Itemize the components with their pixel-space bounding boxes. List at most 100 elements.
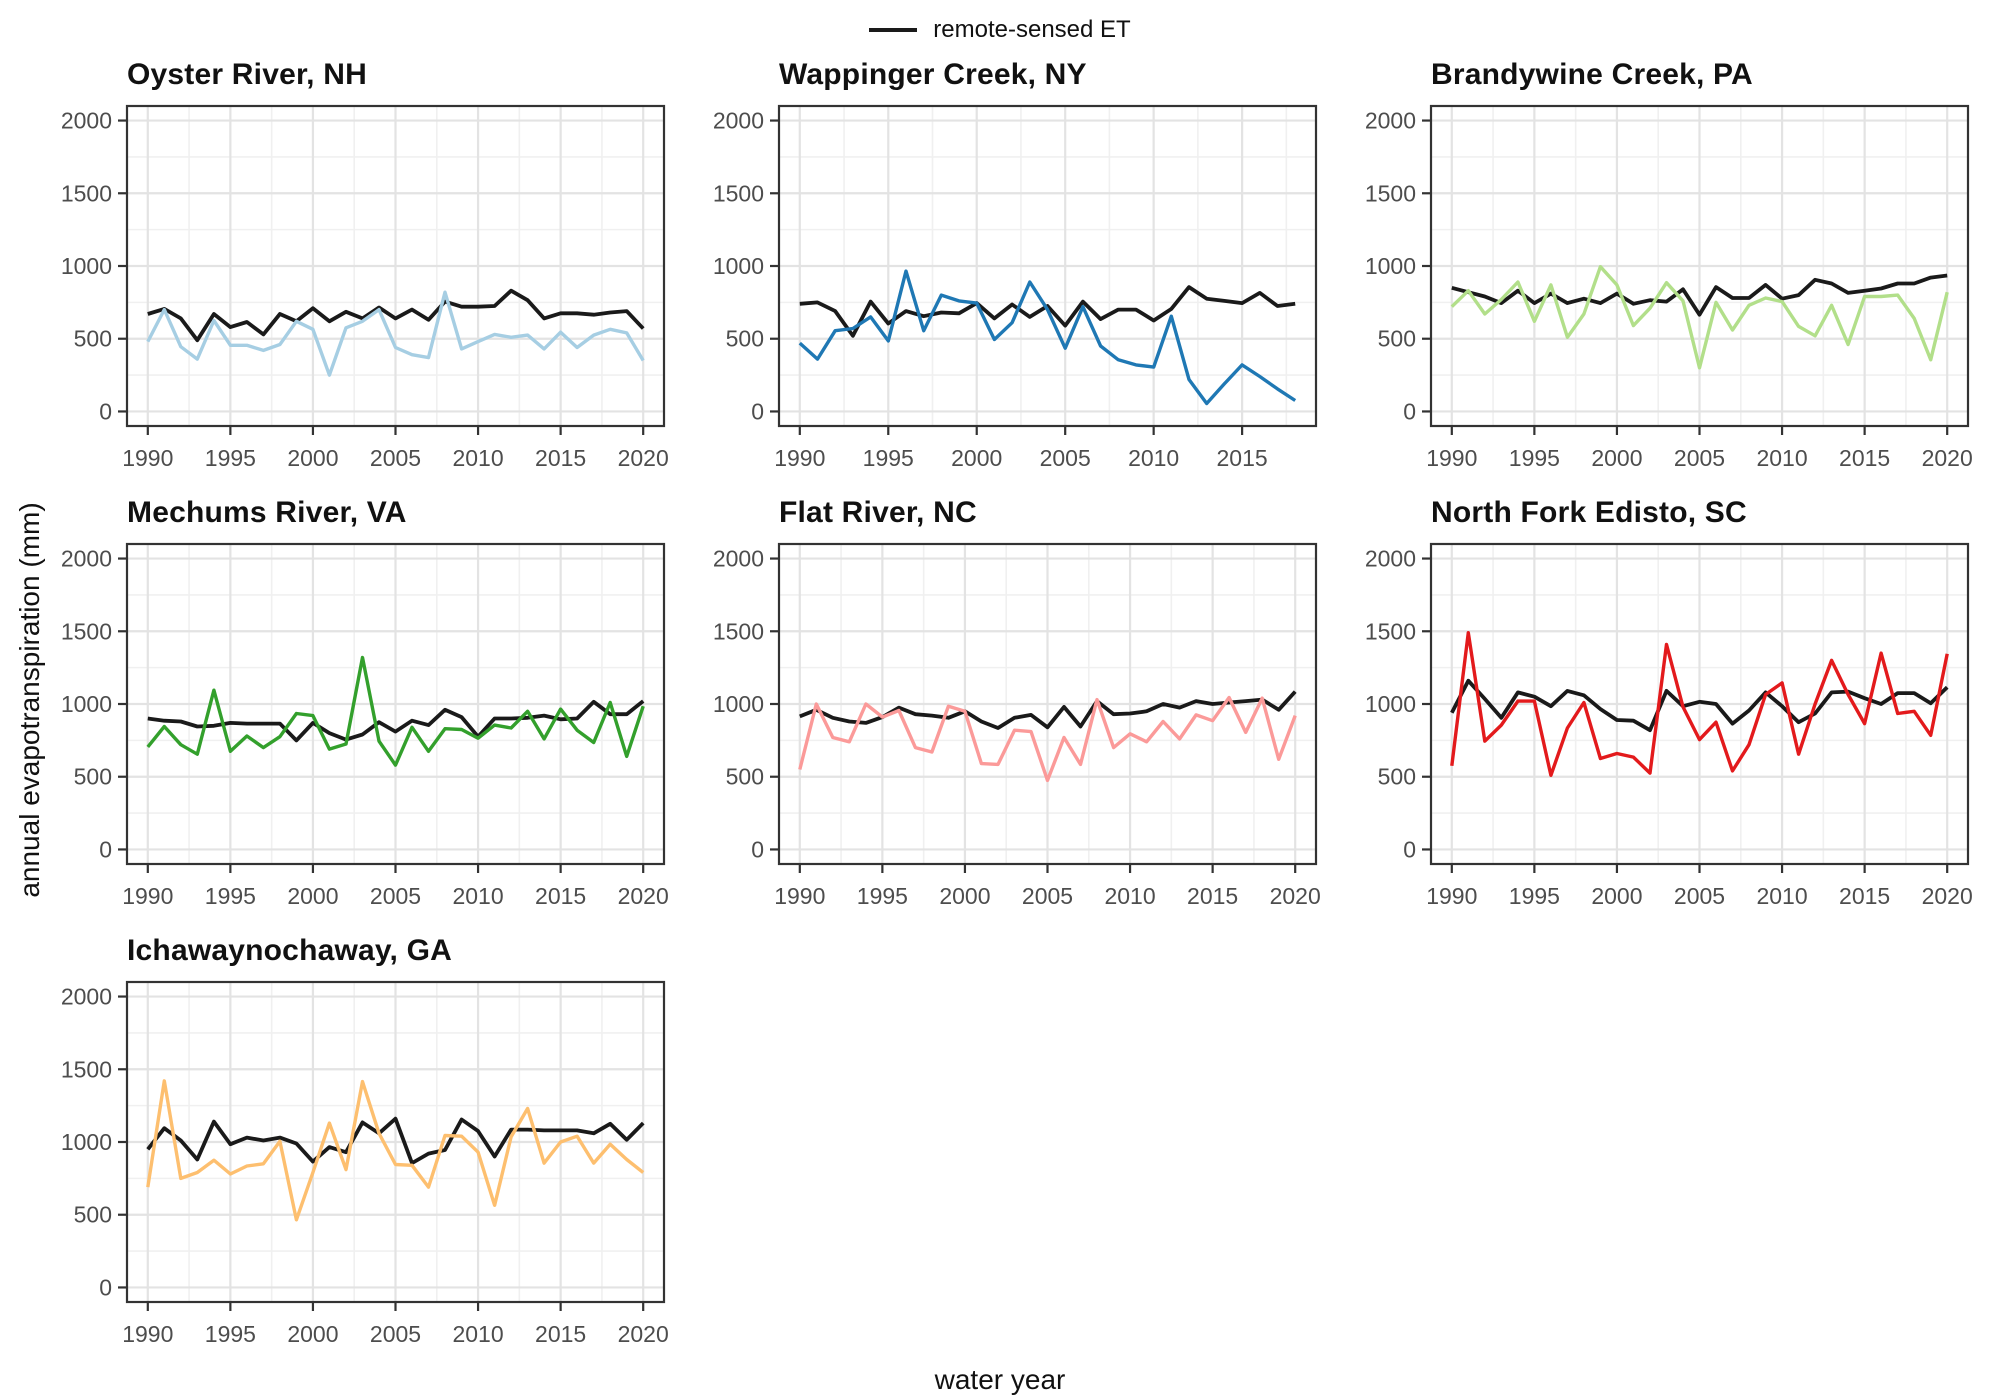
y-tick-label: 1500 [1365,618,1416,644]
y-tick-label: 1000 [61,691,112,717]
facet-ichawaynochaway-ga: Ichawaynochaway, GA 0 500 1000 1500 2000 1990… [42,934,694,1372]
x-tick-label: 2010 [452,445,503,471]
y-tick-label: 0 [99,836,112,862]
x-tick-label: 1995 [863,445,914,471]
facet-mechums-river-va: Mechums River, VA 0 500 1000 1500 2000 1990 19… [42,496,694,934]
y-tick-label: 1500 [61,1056,112,1082]
facet-north-fork-edisto-sc: North Fork Edisto, SC 0 500 1000 1500 2000 19… [1346,496,1998,934]
facet-grid: Oyster River, NH 0 500 1000 1500 2000 1990 199… [42,58,1998,1372]
site-et-line [1450,630,1949,778]
facet-title: Flat River, NC [779,496,977,529]
x-tick-label: 2015 [535,883,586,909]
remote-sensed-et-line [1451,273,1948,317]
y-tick-label: 1000 [61,1129,112,1155]
y-tick-label: 1000 [61,253,112,279]
x-tick-label: 2010 [1756,883,1807,909]
line-chart: 0 500 1000 1500 2000 1990 1995 2000 2005 2010 2015… [713,542,1321,909]
x-tick-label: 2000 [287,445,338,471]
y-tick-label: 0 [751,398,764,424]
facet-title: Ichawaynochaway, GA [127,934,453,967]
y-tick-label: 1500 [61,180,112,206]
legend: remote-sensed ET [0,16,2000,44]
facet-flat-river-nc: Flat River, NC 0 500 1000 1500 2000 1990 1995 2… [694,496,1346,934]
facet-title: North Fork Edisto, SC [1431,496,1747,529]
x-tick-label: 2005 [1674,883,1725,909]
y-tick-label: 1000 [1365,691,1416,717]
x-tick-label: 2005 [370,1321,421,1347]
y-tick-label: 500 [74,326,112,352]
y-tick-label: 2000 [1365,546,1416,572]
x-tick-label: 1990 [1426,445,1477,471]
line-chart: 0 500 1000 1500 2000 1990 1995 2000 2005 2010 2015… [61,980,669,1347]
x-tick-label: 1990 [774,883,825,909]
x-tick-label: 2010 [1756,445,1807,471]
x-tick-label: 1995 [1509,445,1560,471]
facet-title: Mechums River, VA [127,496,407,529]
x-tick-label: 1990 [122,1321,173,1347]
x-tick-label: 2020 [618,445,669,471]
line-chart: 0 500 1000 1500 2000 1990 1995 2000 2005 2010 2015… [1365,104,1973,471]
y-tick-label: 0 [1403,398,1416,424]
remote-sensed-et-line [146,1116,645,1166]
legend-label: remote-sensed ET [933,16,1131,43]
y-tick-label: 2000 [713,108,764,134]
y-tick-label: 2000 [61,984,112,1010]
x-tick-label: 2010 [452,1321,503,1347]
facet-title: Brandywine Creek, PA [1431,58,1753,91]
y-tick-label: 1500 [713,618,764,644]
x-tick-label: 2010 [452,883,503,909]
legend-line-sample [869,28,918,32]
x-tick-label: 2000 [287,883,338,909]
x-tick-label: 2005 [370,883,421,909]
x-tick-label: 2020 [618,1321,669,1347]
facet-oyster-river-nh: Oyster River, NH 0 500 1000 1500 2000 1990 199… [42,58,694,496]
x-tick-label: 2015 [1839,883,1890,909]
facet-brandywine-creek-pa: Brandywine Creek, PA 0 500 1000 1500 2000 199… [1346,58,1998,496]
y-tick-label: 1000 [713,691,764,717]
y-tick-label: 1500 [61,618,112,644]
y-tick-label: 1500 [1365,180,1416,206]
site-et-line [1450,264,1949,370]
line-chart: 0 500 1000 1500 2000 1990 1995 2000 2005 2010 2015 [713,104,1318,471]
x-tick-label: 1995 [205,883,256,909]
x-tick-label: 1990 [774,445,825,471]
x-axis-title: water year [934,1364,1066,1395]
x-tick-label: 1995 [1509,883,1560,909]
x-tick-label: 2015 [1187,883,1238,909]
y-tick-label: 500 [726,764,764,790]
x-tick-label: 2015 [1839,445,1890,471]
y-tick-label: 500 [74,1202,112,1228]
facet-title: Oyster River, NH [127,58,367,91]
site-et-line [146,1079,645,1222]
x-tick-label: 2015 [535,1321,586,1347]
x-tick-label: 2000 [287,1321,338,1347]
y-tick-label: 500 [726,326,764,352]
site-et-line [146,290,645,377]
y-tick-label: 0 [1403,836,1416,862]
x-tick-label: 2015 [535,445,586,471]
x-tick-label: 2005 [1040,445,1091,471]
y-tick-label: 500 [1378,326,1416,352]
remote-sensed-et-line [1450,678,1949,733]
y-tick-label: 1000 [713,253,764,279]
facet-title: Wappinger Creek, NY [779,58,1087,91]
x-tick-label: 2000 [951,445,1002,471]
x-tick-label: 2010 [1104,883,1155,909]
y-tick-label: 1500 [713,180,764,206]
x-tick-label: 1990 [1426,883,1477,909]
remote-sensed-et-line [147,699,645,743]
remote-sensed-et-line [799,285,1296,338]
y-tick-label: 2000 [713,546,764,572]
x-tick-label: 2000 [939,883,990,909]
x-tick-label: 2020 [618,883,669,909]
y-tick-label: 2000 [1365,108,1416,134]
facet-wappinger-creek-ny: Wappinger Creek, NY 0 500 1000 1500 2000 1990… [694,58,1346,496]
line-chart: 0 500 1000 1500 2000 1990 1995 2000 2005 2010 2015… [61,542,669,909]
x-tick-label: 1995 [857,883,908,909]
y-tick-label: 2000 [61,546,112,572]
site-et-line [146,655,645,767]
x-tick-label: 2000 [1591,883,1642,909]
x-tick-label: 1990 [122,883,173,909]
site-et-line [798,695,1297,783]
